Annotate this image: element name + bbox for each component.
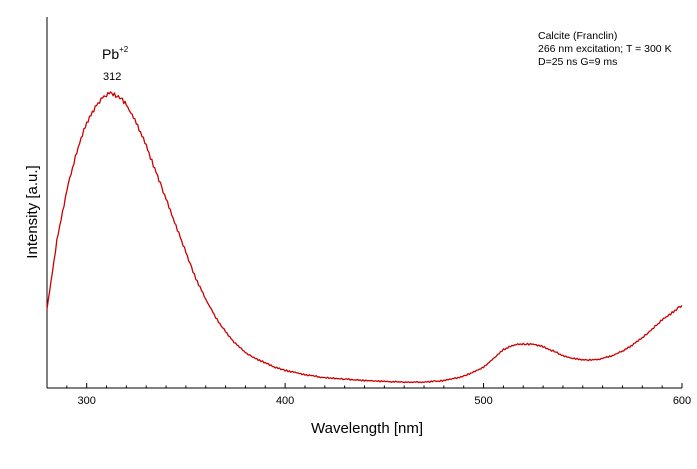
plot-frame [46, 17, 682, 389]
annotation-line-1: Calcite (Franclin) [538, 30, 617, 42]
peak-ion: Pb [102, 46, 119, 62]
x-tick-label: 500 [474, 395, 492, 407]
annotation-line-3: D=25 ns G=9 ms [538, 56, 617, 68]
peak-ion-label: Pb+2 [102, 45, 129, 62]
y-axis-title: Intensity [a.u.] [24, 165, 41, 258]
annotation-box: Calcite (Franclin) 266 nm excitation; T … [538, 30, 672, 68]
x-ticks: 300 400 500 600 [66, 383, 691, 407]
x-tick-label: 600 [673, 395, 691, 407]
series-layer [46, 91, 683, 384]
peak-label: Pb+2 312 [102, 45, 129, 83]
peak-value-label: 312 [103, 71, 121, 83]
x-tick-label: 300 [78, 395, 96, 407]
x-tick-label: 400 [276, 395, 294, 407]
annotation-line-2: 266 nm excitation; T = 300 K [538, 43, 672, 55]
x-axis-title: Wavelength [nm] [311, 420, 423, 437]
peak-charge: +2 [119, 45, 129, 54]
series-line [46, 91, 683, 384]
